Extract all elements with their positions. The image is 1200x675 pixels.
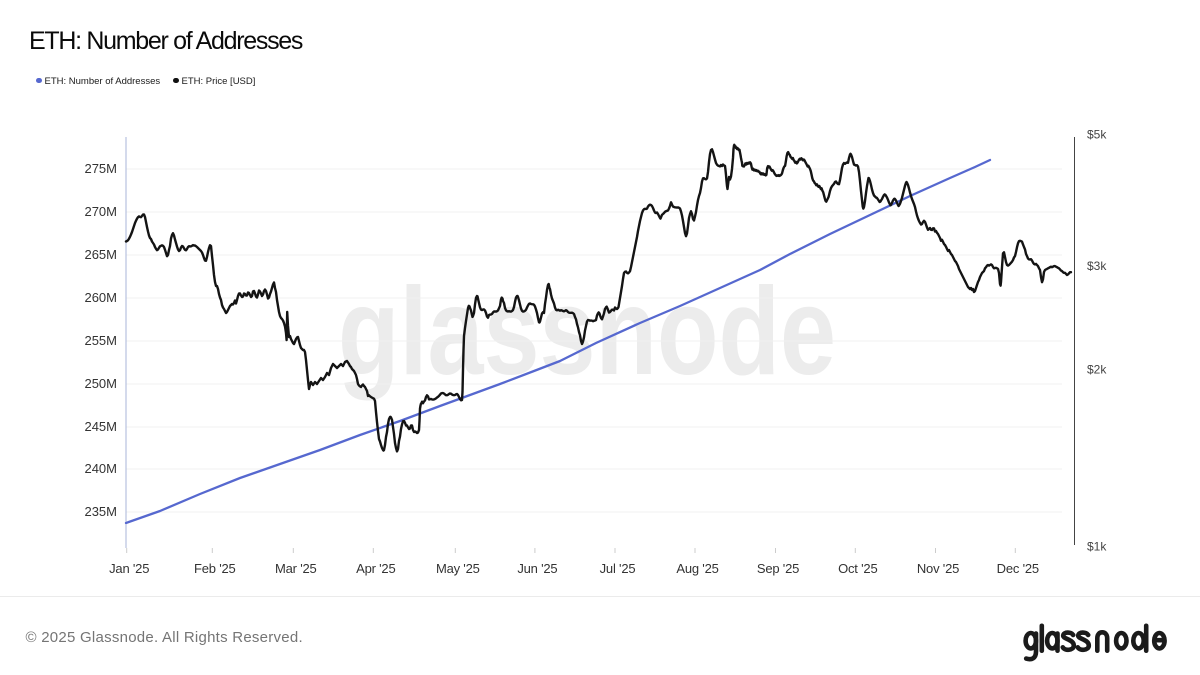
svg-text:Dec '25: Dec '25 — [997, 561, 1039, 576]
svg-text:$5k: $5k — [1087, 128, 1107, 142]
svg-text:240M: 240M — [84, 461, 117, 476]
svg-text:Nov '25: Nov '25 — [917, 561, 959, 576]
svg-text:Oct '25: Oct '25 — [838, 561, 877, 576]
svg-text:Jun '25: Jun '25 — [517, 561, 557, 576]
svg-text:265M: 265M — [84, 247, 117, 262]
svg-text:Jul '25: Jul '25 — [600, 561, 636, 576]
svg-text:Sep '25: Sep '25 — [757, 561, 799, 576]
svg-text:255M: 255M — [84, 333, 117, 348]
svg-text:235M: 235M — [84, 504, 117, 519]
svg-text:$2k: $2k — [1087, 363, 1107, 377]
svg-text:Aug '25: Aug '25 — [676, 561, 718, 576]
svg-text:260M: 260M — [84, 290, 117, 305]
svg-text:250M: 250M — [84, 376, 117, 391]
svg-text:glassnode: glassnode — [338, 263, 836, 401]
svg-text:Jan '25: Jan '25 — [109, 561, 149, 576]
svg-text:$3k: $3k — [1087, 259, 1107, 273]
svg-text:$1k: $1k — [1087, 540, 1107, 554]
svg-text:275M: 275M — [84, 161, 117, 176]
svg-text:Mar '25: Mar '25 — [275, 561, 317, 576]
svg-text:May '25: May '25 — [436, 561, 480, 576]
svg-text:Feb '25: Feb '25 — [194, 561, 236, 576]
svg-text:Apr '25: Apr '25 — [356, 561, 395, 576]
svg-text:270M: 270M — [84, 204, 117, 219]
svg-text:245M: 245M — [84, 419, 117, 434]
